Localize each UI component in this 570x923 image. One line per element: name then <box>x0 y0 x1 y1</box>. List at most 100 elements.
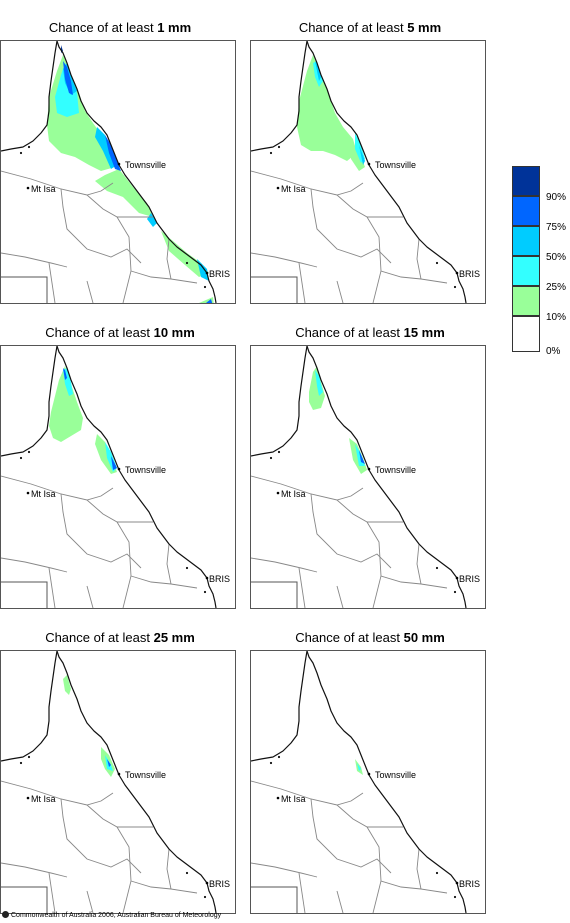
district-boundaries <box>1 780 198 913</box>
island <box>27 755 31 759</box>
legend-swatch-0-10 <box>512 316 540 352</box>
district-boundary <box>336 585 344 608</box>
brisbane-label: BRIS <box>459 879 480 889</box>
island <box>277 145 281 149</box>
townsville-label: Townsville <box>375 770 416 780</box>
brisbane-label: BRIS <box>209 879 230 889</box>
probability-region <box>357 763 361 771</box>
brisbane-dot <box>455 271 459 275</box>
nsw-sa-border-inset <box>251 581 298 608</box>
islands <box>19 145 207 289</box>
island <box>19 456 23 460</box>
copyright-notice: Commonwealth of Australia 2006, Australi… <box>2 911 221 920</box>
district-boundary <box>60 188 142 264</box>
panel-title: Chance of at least 15 mm <box>295 325 445 340</box>
townsville-dot <box>117 467 121 471</box>
district-boundary <box>336 804 382 913</box>
rainfall-probability-area <box>49 366 117 474</box>
map-qld-25mm: Townsville Mt Isa BRIS <box>0 650 236 914</box>
probability-region <box>297 55 357 161</box>
panel-title: Chance of at least 1 mm <box>48 20 192 35</box>
district-boundary <box>1 475 114 501</box>
islands <box>269 145 457 289</box>
legend-swatch-10-25 <box>512 286 540 316</box>
district-boundaries <box>251 475 448 608</box>
probability-region <box>95 169 153 217</box>
coastline <box>251 651 467 913</box>
coastline <box>251 41 467 303</box>
probability-region <box>55 63 79 117</box>
district-boundary <box>336 890 344 913</box>
map-qld-15mm: Townsville Mt Isa BRIS <box>250 345 486 609</box>
state-border <box>251 886 298 913</box>
panel-title: Chance of at least 50 mm <box>295 630 445 645</box>
probability-region <box>309 366 325 410</box>
townsville-label: Townsville <box>125 465 166 475</box>
district-boundary <box>251 780 364 806</box>
legend-label-10: 10% <box>546 312 567 323</box>
district-boundary <box>336 499 382 608</box>
legend-swatch-75-90 <box>512 196 540 226</box>
brisbane-dot <box>455 881 459 885</box>
coastline <box>1 41 217 303</box>
island <box>453 285 457 289</box>
east-coastline <box>56 41 217 303</box>
queensland-map: Townsville Mt Isa BRIS <box>1 651 230 913</box>
district-boundary <box>416 238 422 280</box>
district-boundary <box>1 170 114 196</box>
panel-title: Chance of at least 25 mm <box>45 630 195 645</box>
district-boundary <box>86 890 94 913</box>
district-boundary <box>251 170 364 196</box>
mt_isa-dot <box>276 186 280 190</box>
district-boundary <box>166 848 172 890</box>
brisbane-label: BRIS <box>459 574 480 584</box>
district-boundary <box>416 543 422 585</box>
queensland-map: Townsville Mt Isa BRIS <box>251 41 480 303</box>
brisbane-dot <box>205 881 209 885</box>
island <box>435 261 439 265</box>
district-boundaries <box>251 170 448 303</box>
legend-swatch-50-75 <box>512 226 540 256</box>
district-boundaries <box>1 475 198 608</box>
island <box>19 151 23 155</box>
district-boundary <box>298 872 306 913</box>
district-boundary <box>298 262 306 303</box>
district-boundary <box>416 848 422 890</box>
map-qld-1mm: Townsville Mt Isa BRIS <box>0 40 236 304</box>
district-boundaries <box>251 780 448 913</box>
district-boundary <box>86 499 132 608</box>
queensland-map: Townsville Mt Isa BRIS <box>251 346 480 608</box>
townsville-dot <box>117 162 121 166</box>
island <box>19 761 23 765</box>
probability-region <box>147 213 157 227</box>
island <box>203 895 207 899</box>
brisbane-dot <box>205 271 209 275</box>
nsw-sa-border-inset <box>1 886 48 913</box>
island <box>435 566 439 570</box>
mt_isa-dot <box>26 186 30 190</box>
east-coastline <box>306 41 467 303</box>
district-boundary <box>251 252 318 268</box>
mt-isa-label: Mt Isa <box>281 489 306 499</box>
district-boundary <box>130 880 198 894</box>
island <box>453 590 457 594</box>
mt-isa-label: Mt Isa <box>31 794 56 804</box>
copyright-icon <box>2 911 9 918</box>
district-boundary <box>130 270 198 284</box>
district-boundary <box>1 862 68 878</box>
district-boundary <box>310 188 392 264</box>
probability-region <box>107 759 111 767</box>
townsville-dot <box>117 772 121 776</box>
townsville-dot <box>367 772 371 776</box>
gulf-coastline <box>1 651 58 762</box>
townsville-label: Townsville <box>125 160 166 170</box>
district-boundary <box>166 238 172 280</box>
queensland-map: Townsville Mt Isa BRIS <box>251 651 480 913</box>
state-border <box>1 276 48 303</box>
map-qld-50mm: Townsville Mt Isa BRIS <box>250 650 486 914</box>
rainfall-probability-area <box>47 45 214 303</box>
nsw-sa-border-inset <box>251 276 298 303</box>
district-boundary <box>380 575 448 589</box>
east-coastline <box>306 346 467 608</box>
probability-region <box>63 61 73 95</box>
